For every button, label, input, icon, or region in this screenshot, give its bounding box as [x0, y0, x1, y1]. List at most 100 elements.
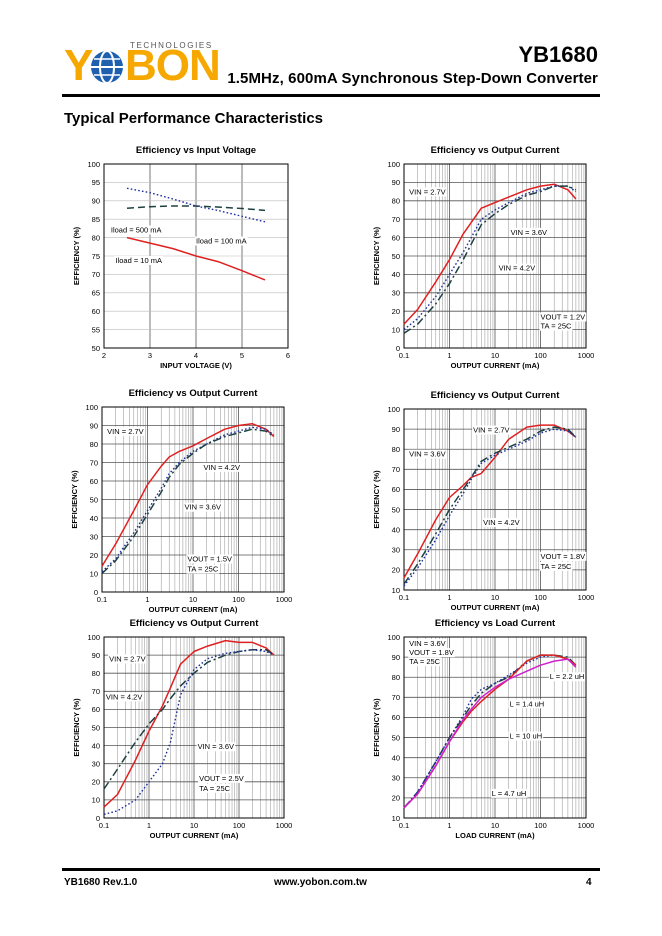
annotation-label: TA = 25C [541, 562, 573, 571]
annotation-label: VIN = 3.6V [409, 450, 445, 459]
chart-title: Efficiency vs Output Current [431, 390, 561, 401]
y-tick-label: 40 [392, 270, 400, 279]
x-tick-label: 100 [534, 593, 547, 602]
series-line-iload-10-ma [126, 236, 266, 281]
y-tick-label: 10 [392, 586, 400, 595]
plot-frame [403, 163, 587, 349]
y-axis-label: EFFICIENCY (%) [372, 226, 381, 285]
y-tick-label: 100 [387, 405, 400, 414]
y-tick-label: 20 [392, 794, 400, 803]
x-tick-label: 1 [147, 821, 151, 830]
annotation-label: TA = 25C [541, 322, 573, 331]
y-tick-label: 40 [92, 741, 100, 750]
logo-tagline: TECHNOLOGIES [130, 41, 213, 50]
annotation-label: VIN = 4.2V [499, 264, 535, 273]
annotation-background [408, 648, 455, 658]
y-tick-label: 65 [92, 289, 100, 298]
annotation-background [195, 236, 248, 246]
y-tick-label: 30 [392, 289, 400, 298]
y-tick-label: 100 [87, 633, 100, 642]
x-tick-label: 2 [102, 351, 106, 360]
annotation-label: TA = 25C [409, 657, 441, 666]
annotation-background [408, 449, 447, 459]
chart-title: Efficiency vs Load Current [435, 618, 556, 629]
annotation-label: VOUT = 1.8V [409, 648, 454, 657]
annotation-background [539, 551, 587, 561]
y-tick-label: 80 [392, 197, 400, 206]
annotation-label: VIN = 3.6V [511, 228, 547, 237]
x-tick-label: 100 [534, 821, 547, 830]
x-tick-label: 1 [145, 595, 149, 604]
chart-efficiency-vs-output-current-1p2v: 0.1 1 10 100 1000 0 10 20 30 40 50 60 70 80 90 100 Effic… [372, 145, 594, 370]
x-tick-label: 0.1 [399, 593, 409, 602]
annotation-background [186, 554, 234, 564]
y-tick-label: 90 [392, 178, 400, 187]
y-tick-label: 20 [92, 778, 100, 787]
x-axis-label: LOAD CURRENT (mA) [455, 831, 535, 840]
annotation-label: VIN = 4.2V [106, 692, 142, 701]
y-tick-label: 70 [392, 465, 400, 474]
logo-letter: Y [64, 41, 93, 90]
y-tick-label: 70 [92, 687, 100, 696]
y-tick-label: 30 [90, 532, 98, 541]
x-tick-label: 1 [447, 593, 451, 602]
x-tick-label: 10 [491, 351, 499, 360]
chart-title: Efficiency vs Output Current [129, 388, 259, 399]
annotation-background [539, 321, 573, 331]
annotation-label: VIN = 2.7V [107, 427, 143, 436]
y-tick-label: 60 [392, 485, 400, 494]
annotation-background [539, 561, 573, 571]
x-tick-label: 1000 [578, 593, 595, 602]
chart-title: Efficiency vs Input Voltage [136, 145, 256, 156]
section-title: Typical Performance Characteristics [64, 110, 324, 127]
y-axis-label: EFFICIENCY (%) [72, 226, 81, 285]
x-tick-label: 6 [286, 351, 290, 360]
series-line-vin-3-6v [403, 426, 577, 585]
series-line-vin-3-6v [103, 649, 275, 816]
y-tick-label: 70 [392, 693, 400, 702]
annotation-background [108, 654, 147, 664]
y-tick-label: 100 [387, 633, 400, 642]
x-axis-label: OUTPUT CURRENT (mA) [451, 603, 540, 612]
logo-globe-icon [91, 50, 123, 84]
annotation-label: VIN = 3.6V [409, 639, 445, 648]
y-tick-label: 60 [392, 713, 400, 722]
annotation-label: Iload = 10 mA [116, 256, 163, 265]
plot-frame [101, 406, 285, 593]
y-tick-label: 20 [392, 566, 400, 575]
y-tick-label: 20 [90, 551, 98, 560]
y-tick-label: 80 [392, 673, 400, 682]
y-tick-label: 60 [92, 307, 100, 316]
series-line-iload-500-ma [126, 205, 266, 212]
annotation-label: L = 2.2 uH [550, 672, 585, 681]
annotation-background [106, 426, 145, 436]
series-line-vin-2-7v [101, 422, 275, 567]
annotation-label: L = 1.4 uH [510, 699, 545, 708]
y-tick-label: 60 [92, 705, 100, 714]
y-tick-label: 10 [392, 814, 400, 823]
series-line-iload-100-ma [126, 187, 266, 223]
chart-efficiency-vs-input-voltage: 2 3 4 5 6 50 55 60 65 70 75 80 85 90 95 100 Efficiency v… [72, 145, 290, 370]
footer-url[interactable]: www.yobon.com.tw [274, 877, 367, 888]
y-tick-label: 90 [92, 197, 100, 206]
x-tick-label: 0.1 [399, 351, 409, 360]
x-tick-label: 1000 [276, 821, 293, 830]
annotation-label: L = 4.7 uH [492, 789, 527, 798]
y-tick-label: 30 [392, 546, 400, 555]
x-tick-label: 100 [233, 821, 246, 830]
annotation-label: VOUT = 2.5V [199, 774, 244, 783]
annotation-background [490, 788, 528, 798]
y-tick-label: 95 [92, 178, 100, 187]
annotation-background [196, 742, 236, 752]
y-tick-label: 75 [92, 252, 100, 261]
x-axis-label: OUTPUT CURRENT (mA) [150, 831, 239, 840]
annotation-background [186, 564, 220, 574]
annotation-background [482, 518, 521, 528]
x-tick-label: 100 [232, 595, 245, 604]
chart-efficiency-vs-output-current-1p8v: 0.1 1 10 100 1000 10 20 30 40 50 60 70 80 90 100 Effici… [372, 390, 595, 612]
y-axis-label: EFFICIENCY (%) [72, 698, 81, 757]
y-tick-label: 0 [94, 588, 98, 597]
chart-efficiency-vs-output-current-1p5v: 0.1 1 10 100 1000 0 10 20 30 40 50 60 70 80 90 100 Effic… [70, 388, 292, 614]
annotation-label: TA = 25C [199, 784, 231, 793]
y-tick-label: 0 [96, 814, 100, 823]
